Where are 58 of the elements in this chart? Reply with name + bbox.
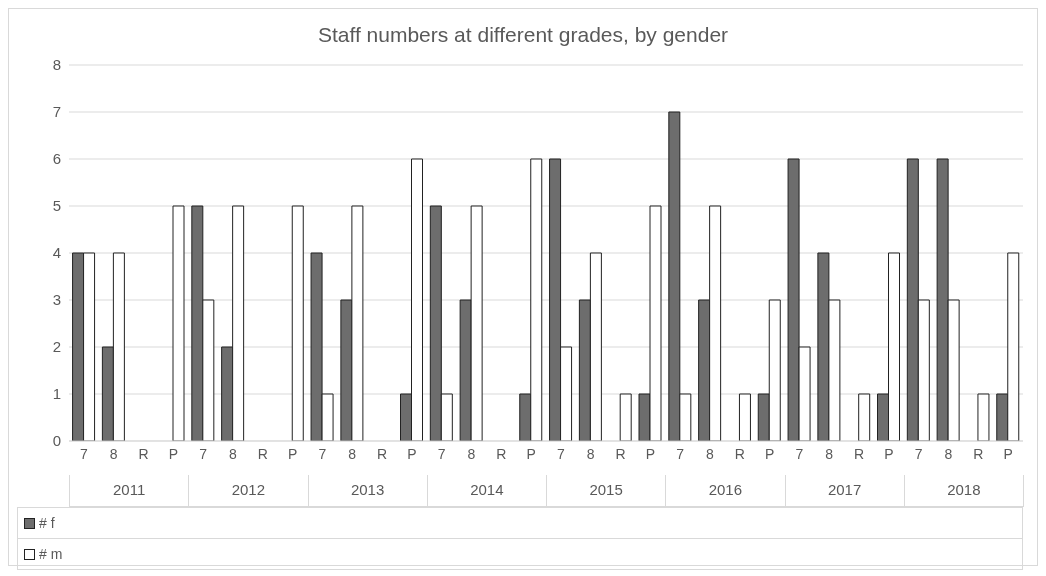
x-tick-label: 8	[825, 445, 834, 462]
y-tick-label: 7	[52, 103, 61, 121]
x-tick-label: 7	[80, 445, 89, 462]
x-tick-label: 7	[437, 445, 446, 462]
x-tick-label: 8	[944, 445, 953, 462]
text: 2014	[427, 475, 547, 507]
x-tick-label: 8	[109, 445, 118, 462]
bar	[977, 393, 990, 441]
text: 2016	[666, 475, 786, 507]
x-tick-label: 8	[706, 445, 715, 462]
x-tick-label: R	[138, 445, 149, 462]
x-tick-label: P	[287, 445, 298, 462]
bar	[858, 393, 871, 441]
x-tick-label: P	[764, 445, 775, 462]
x-tick-label: R	[615, 445, 626, 462]
x-tick-label: R	[496, 445, 507, 462]
y-tick-label: 1	[52, 385, 61, 403]
y-tick-label: 6	[52, 150, 61, 168]
bar	[619, 393, 632, 441]
text: 2013	[308, 475, 428, 507]
text: 2015	[547, 475, 667, 507]
text: 2011	[70, 475, 190, 507]
bar	[738, 393, 751, 441]
x-tick-label: 8	[348, 445, 357, 462]
x-tick-label: 7	[676, 445, 685, 462]
x-tick-label: 7	[795, 445, 804, 462]
x-tick-label: P	[526, 445, 536, 462]
x-tick-label: 8	[229, 445, 238, 462]
x-tick-label: 7	[914, 445, 923, 462]
bar	[291, 205, 304, 441]
x-tick-label: R	[973, 445, 984, 462]
bar	[172, 205, 185, 441]
x-tick-label: R	[734, 445, 745, 462]
y-tick-label: 4	[52, 244, 61, 262]
x-tick-label: R	[257, 445, 268, 462]
x-tick-label: R	[376, 445, 388, 462]
x-tick-label: 7	[318, 445, 327, 462]
legend-label: # f	[39, 515, 55, 531]
chart-title: Staff numbers at different grades, by gender	[316, 22, 730, 48]
x-tick-label: 8	[467, 445, 476, 462]
y-tick-label: 5	[52, 197, 61, 215]
legend-label: # m	[39, 546, 63, 562]
y-tick-label: 0	[52, 432, 61, 450]
x-tick-label: 7	[557, 445, 566, 462]
y-tick-label: 8	[52, 56, 61, 74]
x-tick-label: P	[168, 445, 179, 462]
x-tick-label: 8	[586, 445, 595, 462]
x-tick-label: R	[853, 445, 865, 462]
y-tick-label: 3	[52, 291, 61, 309]
text: 2017	[785, 475, 905, 507]
x-tick-label: 7	[199, 445, 208, 462]
x-tick-label: P	[1003, 445, 1013, 462]
x-tick-label: P	[884, 445, 894, 462]
x-tick-label: P	[407, 445, 417, 462]
x-tick-label: P	[645, 445, 656, 462]
text: 2012	[189, 475, 309, 507]
text: 2018	[904, 475, 1024, 507]
y-tick-label: 2	[52, 338, 61, 356]
